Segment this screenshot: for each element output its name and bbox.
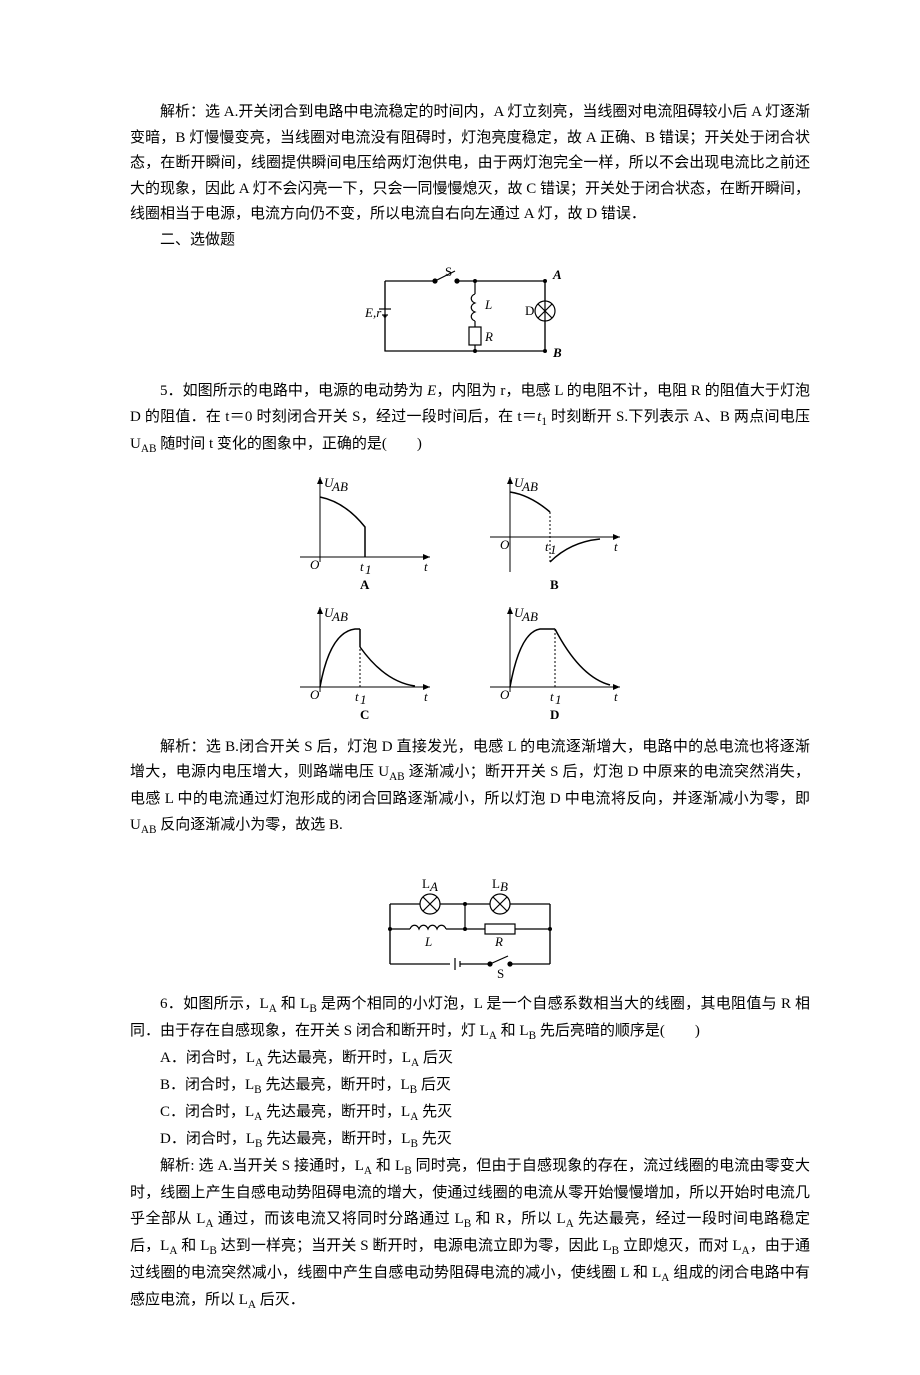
svg-text:1: 1 — [550, 542, 557, 557]
svg-text:C: C — [360, 707, 369, 722]
q6-option-c: C．闭合时，LA 先达最亮，断开时，LA 先灭 — [160, 1100, 810, 1127]
q5-analysis: 解析：选 B.闭合开关 S 后，灯泡 D 直接发光，电感 L 的电流逐渐增大，电… — [130, 735, 810, 840]
svg-text:t: t — [545, 539, 549, 554]
svg-text:AB: AB — [521, 609, 538, 624]
svg-text:t: t — [424, 559, 428, 574]
label-E: E,r — [365, 305, 382, 320]
q5-circuit-figure: S L R D E,r A B — [130, 261, 810, 371]
svg-text:O: O — [500, 537, 510, 552]
svg-text:t: t — [355, 689, 359, 704]
label-L: L — [484, 297, 492, 312]
svg-text:t: t — [550, 689, 554, 704]
svg-text:L: L — [424, 934, 432, 949]
label-B: B — [552, 345, 562, 360]
svg-text:A: A — [429, 879, 438, 894]
label-R: R — [484, 329, 493, 344]
analysis-4: 解析：选 A.开关闭合到电路中电流稳定的时间内，A 灯立刻亮，当线圈对电流阻碍较… — [130, 100, 810, 228]
svg-text:L: L — [422, 876, 430, 891]
svg-text:1: 1 — [555, 692, 562, 707]
svg-text:D: D — [550, 707, 559, 722]
svg-text:O: O — [500, 687, 510, 702]
q6-option-d: D．闭合时，LB 先达最亮，断开时，LB 先灭 — [160, 1127, 810, 1154]
svg-text:t: t — [424, 689, 428, 704]
svg-text:t: t — [614, 689, 618, 704]
svg-text:R: R — [494, 934, 503, 949]
q5-stem: 5．如图所示的电路中，电源的电动势为 E，内阻为 r，电感 L 的电阻不计，电阻… — [130, 379, 810, 459]
svg-text:L: L — [492, 876, 500, 891]
q6-circuit-figure: LA LB L R S — [130, 874, 810, 984]
svg-text:A: A — [360, 577, 370, 592]
label-A: A — [552, 267, 562, 282]
svg-text:t: t — [614, 539, 618, 554]
q5-graphs: UAB O t1 t UAB O t1 t A B — [130, 467, 810, 727]
svg-text:O: O — [310, 687, 320, 702]
q6-option-a: A．闭合时，LA 先达最亮，断开时，LA 后灭 — [160, 1046, 810, 1073]
section-heading: 二、选做题 — [130, 228, 810, 254]
svg-text:B: B — [550, 577, 559, 592]
svg-text:AB: AB — [521, 479, 538, 494]
label-S: S — [445, 264, 452, 279]
svg-text:O: O — [310, 557, 320, 572]
svg-text:S: S — [497, 966, 504, 981]
svg-text:AB: AB — [331, 479, 348, 494]
svg-text:B: B — [500, 879, 508, 894]
q6-option-b: B．闭合时，LB 先达最亮，断开时，LB 后灭 — [160, 1073, 810, 1100]
q6-stem: 6．如图所示，LA 和 LB 是两个相同的小灯泡，L 是一个自感系数相当大的线圈… — [130, 992, 810, 1046]
svg-text:1: 1 — [365, 562, 372, 577]
label-D: D — [525, 303, 534, 318]
svg-text:t: t — [360, 559, 364, 574]
svg-text:AB: AB — [331, 609, 348, 624]
svg-text:1: 1 — [360, 692, 367, 707]
q6-options: A．闭合时，LA 先达最亮，断开时，LA 后灭 B．闭合时，LB 先达最亮，断开… — [130, 1046, 810, 1155]
q6-analysis: 解析: 选 A.当开关 S 接通时，LA 和 LB 同时亮，但由于自感现象的存在… — [130, 1154, 810, 1315]
